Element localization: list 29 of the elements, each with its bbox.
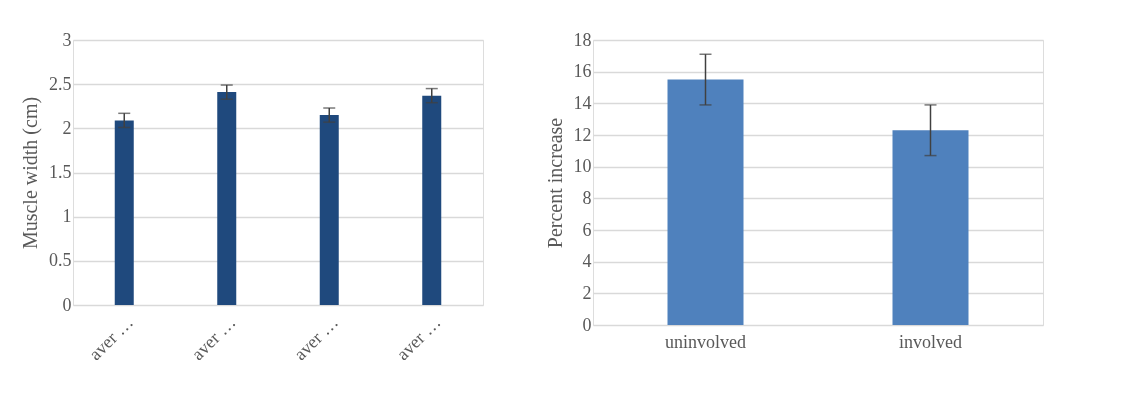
y-tick-label: 0 — [62, 294, 72, 315]
y-tick-label: 2.5 — [49, 73, 72, 94]
bar — [422, 95, 442, 305]
y-tick-label: 1.5 — [49, 162, 72, 182]
y-tick-label: 10 — [573, 156, 592, 177]
y-tick-label: 18 — [573, 29, 592, 50]
x-tick-label: involved — [899, 331, 962, 352]
y-tick-label: 0 — [582, 314, 592, 335]
x-tick-label: aver … — [85, 312, 137, 365]
y-tick-label: 6 — [582, 219, 592, 240]
x-tick-label: aver … — [290, 312, 342, 365]
x-tick-label: uninvolved — [665, 331, 746, 352]
y-axis-title: Muscle width (cm) — [19, 96, 42, 250]
y-tick-label: 8 — [582, 187, 592, 208]
y-tick-label: 3 — [62, 29, 72, 50]
y-tick-label: 12 — [573, 124, 592, 145]
bar — [319, 115, 339, 305]
y-tick-label: 14 — [573, 92, 592, 113]
y-tick-label: 0.5 — [49, 250, 72, 271]
bar — [114, 120, 134, 305]
x-tick-label: aver … — [392, 312, 445, 365]
y-tick-label: 16 — [573, 61, 592, 82]
y-axis-title: Percent increase — [543, 117, 566, 249]
y-tick-label: 2 — [62, 117, 72, 138]
x-tick-label: aver … — [187, 312, 240, 365]
y-tick-label: 1 — [62, 206, 72, 227]
bar — [217, 92, 237, 305]
y-tick-label: 4 — [582, 251, 592, 272]
y-tick-label: 2 — [582, 282, 592, 303]
